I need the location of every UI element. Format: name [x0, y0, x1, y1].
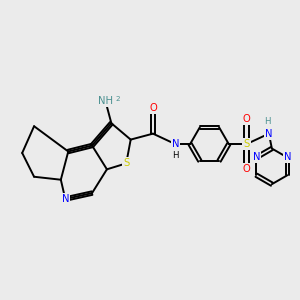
Text: O: O — [243, 164, 250, 174]
Text: N: N — [253, 152, 260, 162]
Text: H: H — [172, 152, 178, 160]
Text: S: S — [123, 158, 129, 168]
Text: S: S — [244, 139, 250, 149]
Text: O: O — [149, 103, 157, 113]
Text: NH: NH — [98, 96, 113, 106]
Text: 2: 2 — [116, 97, 120, 103]
Text: N: N — [61, 194, 69, 204]
Text: H: H — [264, 117, 271, 126]
Text: N: N — [265, 129, 273, 139]
Text: O: O — [243, 114, 250, 124]
Text: N: N — [284, 152, 291, 162]
Text: N: N — [172, 139, 179, 149]
